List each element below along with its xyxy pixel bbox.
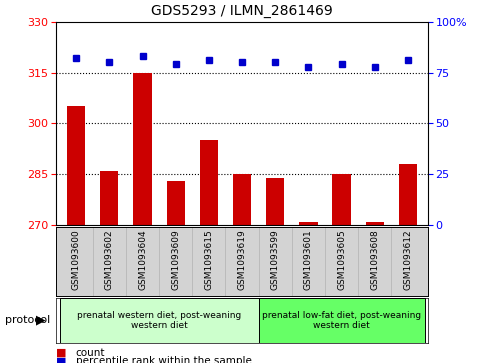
Bar [332,174,350,225]
Bar [67,106,85,225]
Text: GSM1093604: GSM1093604 [138,229,147,290]
Text: count: count [76,348,105,358]
Text: GSM1093601: GSM1093601 [304,229,312,290]
Text: ■: ■ [56,348,66,358]
Bar [166,181,184,225]
Bar [100,171,118,225]
Text: percentile rank within the sample: percentile rank within the sample [76,356,251,363]
Bar [299,222,317,225]
Text: GSM1093609: GSM1093609 [171,229,180,290]
Text: protocol: protocol [5,315,50,325]
Bar [258,298,424,343]
Text: GSM1093599: GSM1093599 [270,229,279,290]
Text: prenatal western diet, post-weaning
western diet: prenatal western diet, post-weaning west… [77,311,241,330]
Text: GSM1093608: GSM1093608 [369,229,379,290]
Bar [232,174,251,225]
Text: GSM1093605: GSM1093605 [336,229,346,290]
Text: GSM1093612: GSM1093612 [403,229,411,290]
Text: GSM1093615: GSM1093615 [204,229,213,290]
Text: ▶: ▶ [36,314,45,327]
Title: GDS5293 / ILMN_2861469: GDS5293 / ILMN_2861469 [151,4,332,18]
Text: GSM1093602: GSM1093602 [104,229,114,290]
Text: prenatal low-fat diet, post-weaning
western diet: prenatal low-fat diet, post-weaning west… [262,311,420,330]
Text: GSM1093600: GSM1093600 [72,229,81,290]
Bar [265,178,284,225]
Text: ■: ■ [56,356,66,363]
Bar [133,73,151,225]
Bar [365,222,383,225]
Bar [60,298,258,343]
Text: GSM1093619: GSM1093619 [237,229,246,290]
Bar [398,164,416,225]
Bar [199,140,218,225]
